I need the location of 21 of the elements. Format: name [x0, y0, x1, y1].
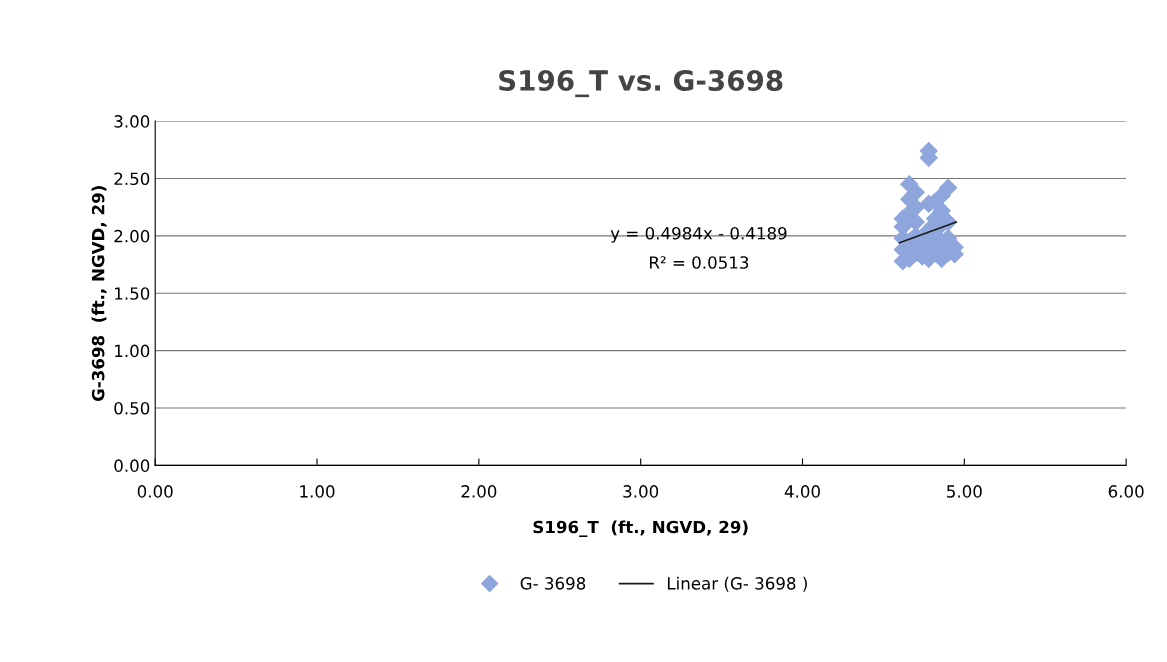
- y-tick-label: 3.00: [114, 115, 150, 128]
- y-axis-title: G-3698 (ft., NGVD, 29): [91, 186, 107, 402]
- annotation: y = 0.4984x - 0.4189: [610, 226, 787, 243]
- x-tick-label: 1.00: [300, 485, 335, 498]
- y-tick-label: 1.50: [115, 287, 150, 300]
- y-tick-label: 2.50: [114, 172, 150, 186]
- legend-label: Linear (G- 3698 ): [667, 576, 807, 592]
- y-tick-label: 0.00: [114, 459, 150, 472]
- x-tick-label: 6.00: [1108, 485, 1144, 498]
- x-axis-title: S196_T (ft., NGVD, 29): [533, 520, 748, 537]
- y-tick-label: 2.00: [114, 229, 150, 243]
- annotation: R² = 0.0513: [650, 256, 749, 269]
- x-tick-label: 0.00: [137, 485, 173, 498]
- x-tick-label: 4.00: [784, 485, 820, 498]
- x-tick-label: 3.00: [623, 485, 659, 498]
- chart-title: S196_T vs. G-3698: [499, 69, 783, 98]
- y-tick-label: 1.00: [115, 344, 150, 358]
- y-tick-label: 0.50: [114, 401, 150, 415]
- legend-label: G- 3698: [520, 577, 586, 590]
- x-tick-label: 5.00: [947, 485, 982, 498]
- x-tick-label: 2.00: [461, 485, 497, 498]
